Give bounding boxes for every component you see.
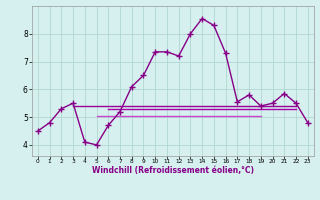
X-axis label: Windchill (Refroidissement éolien,°C): Windchill (Refroidissement éolien,°C) — [92, 166, 254, 175]
